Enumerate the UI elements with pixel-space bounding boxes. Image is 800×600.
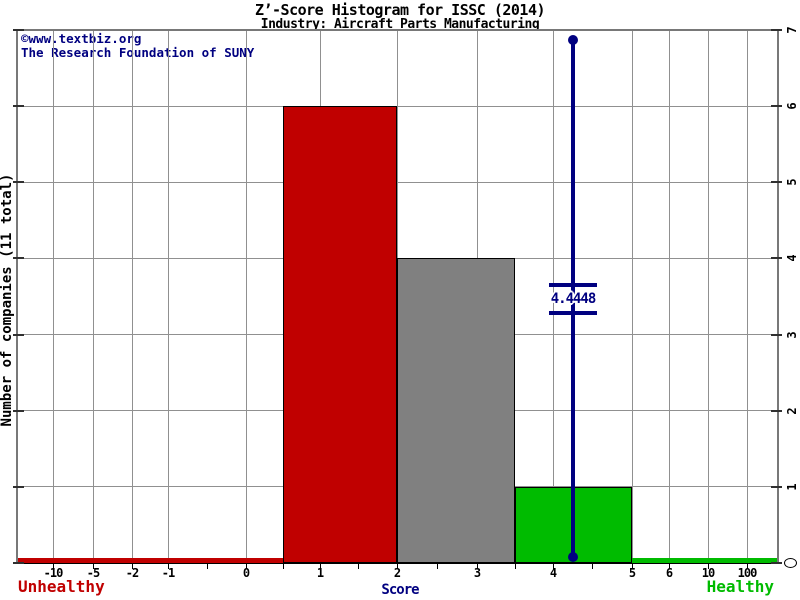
y-tick-mark-right <box>771 29 782 31</box>
gridline-vertical <box>669 30 670 563</box>
zscore-marker-crossbar <box>549 283 597 287</box>
gridline-vertical <box>246 30 247 563</box>
x-tick-label: 3 <box>473 566 481 580</box>
y-tick-label: 7 <box>785 26 799 34</box>
x-tick-mark <box>52 563 54 569</box>
watermark-foundation: The Research Foundation of SUNY <box>21 45 255 60</box>
y-tick-mark-left <box>13 29 24 31</box>
x-tick-mark <box>131 563 133 569</box>
unhealthy-label: Unhealthy <box>18 577 105 596</box>
x-tick-label: -1 <box>161 566 175 580</box>
x-tick-label: 6 <box>665 566 673 580</box>
x-tick-mark <box>282 563 284 569</box>
x-tick-mark <box>631 563 633 569</box>
x-tick-mark <box>668 563 670 569</box>
x-tick-label: 2 <box>393 566 401 580</box>
y-tick-label: 1 <box>785 483 799 491</box>
gridline-vertical <box>632 30 633 563</box>
chart-subtitle: Industry: Aircraft Parts Manufacturing <box>260 17 540 32</box>
healthy-label: Healthy <box>706 577 774 596</box>
x-tick-label: 4 <box>549 566 557 580</box>
x-tick-label: 5 <box>628 566 636 580</box>
y-tick-label: 2 <box>785 407 799 415</box>
y-tick-mark-left <box>13 485 24 488</box>
gridline-vertical <box>168 30 169 563</box>
x-tick-mark <box>92 563 94 569</box>
y-tick-label: 6 <box>785 102 799 110</box>
x-tick-mark <box>167 563 169 569</box>
zscore-marker-top-dot <box>568 35 578 45</box>
x-tick-mark <box>396 563 398 569</box>
x-tick-mark <box>245 563 247 569</box>
x-tick-label: -10 <box>43 566 64 580</box>
gridline-vertical <box>93 30 94 563</box>
y-tick-mark-right <box>771 257 782 260</box>
x-tick-mark <box>436 563 438 569</box>
x-tick-mark <box>319 563 321 569</box>
y-tick-mark-right <box>771 181 782 184</box>
zscore-marker-bottom-dot <box>568 552 578 562</box>
y-tick-mark-left <box>13 409 24 412</box>
x-tick-mark <box>592 563 593 569</box>
plot-border-left <box>16 30 18 563</box>
x-tick-label: 0 <box>242 566 250 580</box>
x-tick-label: -2 <box>125 566 139 580</box>
gridline-vertical <box>553 30 554 563</box>
x-tick-mark <box>358 563 359 569</box>
histogram-bar <box>283 106 397 563</box>
histogram-bar <box>397 258 515 563</box>
chart-title: Z’-Score Histogram for ISSC (2014) <box>254 1 546 19</box>
gridline-vertical <box>132 30 133 563</box>
zero-bin-strip-left <box>18 558 283 563</box>
zero-bin-strip-right <box>632 558 777 563</box>
x-tick-mark <box>206 563 208 569</box>
zscore-marker-line <box>571 40 575 557</box>
offscale-end-circle-icon <box>784 558 797 568</box>
plot-border-top <box>16 29 779 31</box>
plot-border-right <box>777 30 779 563</box>
y-tick-mark-right <box>771 333 782 336</box>
x-tick-mark <box>707 563 709 569</box>
y-tick-mark-right <box>771 485 782 488</box>
y-tick-mark-right <box>771 409 782 412</box>
y-tick-mark-left <box>13 333 24 336</box>
x-tick-mark <box>552 563 554 569</box>
y-tick-mark-right <box>771 562 782 564</box>
x-tick-mark <box>476 563 478 569</box>
y-tick-label: 4 <box>785 254 799 263</box>
y-tick-mark-left <box>13 181 24 184</box>
x-axis-line <box>16 562 779 564</box>
x-tick-label: 1 <box>316 566 324 580</box>
gridline-vertical <box>708 30 709 563</box>
x-tick-mark <box>746 563 748 569</box>
gridline-vertical <box>53 30 54 563</box>
zscore-marker-crossbar <box>549 311 597 315</box>
x-tick-label: -5 <box>86 566 100 580</box>
y-tick-mark-left <box>13 257 24 260</box>
y-tick-label: 5 <box>785 178 799 186</box>
zscore-marker-label: 4.4448 <box>550 291 597 307</box>
x-tick-label: 100 <box>737 566 758 580</box>
y-tick-label: 3 <box>785 330 799 339</box>
x-tick-mark <box>514 563 516 569</box>
gridline-vertical <box>747 30 748 563</box>
y-tick-mark-right <box>771 105 782 108</box>
y-tick-mark-left <box>13 105 24 108</box>
x-axis-label: Score <box>381 582 419 598</box>
y-axis-label: Number of companies (11 total) <box>0 173 15 427</box>
y-tick-mark-left <box>13 562 24 564</box>
watermark-url: ©www.textbiz.org <box>21 31 142 46</box>
x-tick-label: 10 <box>701 566 715 580</box>
